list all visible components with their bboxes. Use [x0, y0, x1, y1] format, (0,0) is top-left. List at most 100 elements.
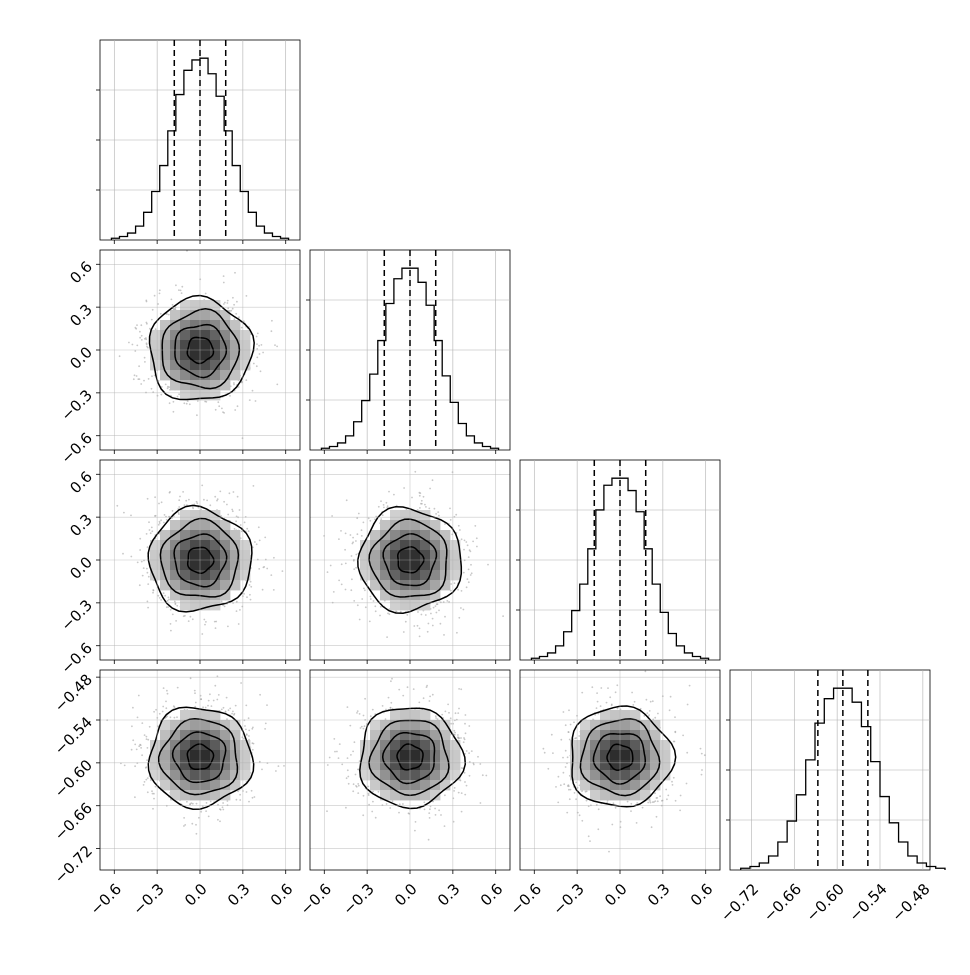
sample-point	[403, 487, 405, 489]
sample-point	[469, 574, 472, 576]
sample-point	[610, 704, 613, 707]
density-cell	[390, 710, 401, 721]
density-cell	[430, 760, 441, 771]
density-cell	[390, 720, 401, 731]
density-cell	[220, 370, 231, 381]
sample-point	[362, 814, 365, 817]
sample-point	[454, 731, 456, 734]
density-cell	[390, 520, 401, 531]
sample-point	[481, 774, 484, 777]
sample-point	[246, 527, 249, 530]
sample-point	[225, 696, 228, 699]
sample-point	[462, 571, 465, 574]
sample-point	[153, 294, 156, 297]
sample-point	[350, 754, 352, 756]
sample-point	[455, 513, 458, 516]
sample-point	[464, 722, 466, 725]
sample-point	[557, 801, 560, 804]
density-cell	[390, 570, 401, 581]
sample-point	[468, 752, 470, 754]
sample-point	[467, 568, 470, 571]
sample-point	[251, 727, 254, 730]
sample-point	[686, 703, 689, 706]
density-cell	[150, 750, 161, 761]
density-cell	[420, 530, 431, 541]
sample-point	[146, 747, 149, 749]
sample-point	[635, 822, 638, 824]
sample-point	[146, 497, 149, 500]
sample-point	[338, 579, 340, 582]
density-cell	[210, 350, 221, 361]
sample-point	[672, 776, 675, 779]
density-cell	[240, 340, 251, 351]
sample-point	[157, 594, 160, 597]
density-cell	[400, 780, 411, 791]
sample-point	[235, 610, 238, 612]
sample-point	[454, 712, 457, 715]
sample-point	[188, 403, 191, 406]
density-cell	[190, 300, 201, 311]
sample-point	[674, 730, 677, 733]
density-cell	[380, 730, 391, 741]
x-tick-label: 0.6	[687, 880, 717, 910]
sample-point	[162, 687, 165, 689]
sample-point	[197, 506, 200, 509]
sample-point	[555, 786, 557, 788]
sample-point	[95, 361, 97, 363]
density-cell	[420, 710, 431, 721]
sample-point	[648, 710, 651, 712]
density-cell	[440, 740, 451, 751]
density-cell	[430, 540, 441, 551]
sample-point	[436, 718, 439, 720]
sample-point	[130, 514, 132, 517]
sample-point	[239, 793, 242, 796]
density-cell	[370, 760, 381, 771]
density-cell	[590, 750, 601, 761]
sample-point	[158, 502, 160, 505]
sample-point	[457, 712, 460, 714]
sample-point	[630, 802, 633, 805]
sample-point	[457, 524, 460, 527]
sample-point	[431, 624, 434, 627]
sample-point	[472, 763, 475, 766]
x-tick-label: −0.6	[87, 880, 125, 918]
density-cell	[180, 540, 191, 551]
sample-point	[467, 556, 470, 558]
density-cell	[210, 750, 221, 761]
sample-point	[340, 530, 342, 532]
sample-point	[204, 400, 207, 403]
sample-point	[235, 312, 238, 315]
sample-point	[243, 593, 246, 595]
x-tick-label: 0.0	[391, 880, 421, 910]
sample-point	[344, 588, 347, 591]
sample-point	[150, 318, 153, 321]
sample-point	[353, 600, 356, 602]
density-cell	[410, 760, 421, 771]
y-tick-label: −0.66	[51, 799, 96, 844]
sample-point	[688, 684, 691, 687]
density-cell	[380, 580, 391, 591]
sample-point	[475, 537, 478, 540]
sample-point	[216, 698, 219, 701]
density-cell	[440, 760, 451, 771]
sample-point	[152, 391, 155, 393]
density-cell	[400, 600, 411, 611]
density-cell	[150, 540, 161, 551]
sample-point	[150, 387, 153, 390]
density-cell	[200, 740, 211, 751]
sample-point	[353, 741, 356, 744]
sample-point	[233, 303, 236, 306]
sample-point	[144, 767, 147, 769]
sample-point	[361, 598, 364, 600]
sample-point	[168, 598, 170, 601]
sample-point	[189, 803, 192, 805]
density-cell	[170, 580, 181, 591]
sample-point	[248, 800, 250, 803]
sample-point	[338, 538, 340, 540]
sample-point	[584, 790, 587, 793]
sample-point	[226, 299, 229, 302]
sample-point	[159, 241, 161, 243]
sample-point	[636, 802, 639, 804]
sample-point	[191, 802, 194, 805]
